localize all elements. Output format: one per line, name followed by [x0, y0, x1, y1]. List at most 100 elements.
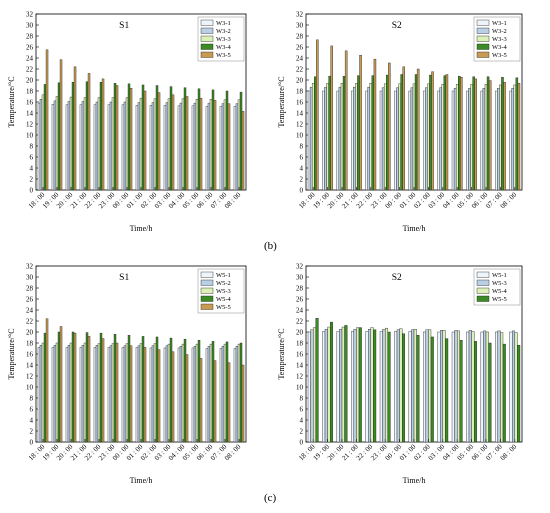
bar: [468, 330, 472, 443]
bar: [437, 331, 441, 443]
bar: [451, 331, 455, 443]
bar: [169, 337, 173, 443]
bar: [427, 83, 430, 191]
bar: [199, 358, 203, 443]
bar: [41, 342, 45, 443]
y-tick-label: 24: [26, 307, 34, 315]
bar: [358, 327, 362, 443]
bar: [155, 336, 159, 443]
bar: [177, 347, 181, 443]
bar: [97, 97, 101, 191]
bar: [53, 100, 57, 191]
y-axis-label: Temperature/°C: [7, 328, 16, 379]
bar: [339, 329, 343, 443]
bar: [483, 330, 487, 443]
bar: [177, 105, 181, 191]
bar: [484, 84, 488, 191]
legend-label: W3-4: [492, 44, 508, 51]
bar: [183, 87, 187, 191]
bar: [342, 75, 346, 191]
bar: [310, 329, 314, 443]
bar: [408, 331, 412, 443]
bar: [241, 111, 245, 191]
bar: [455, 84, 459, 191]
y-tick-label: 24: [296, 307, 304, 315]
bar: [396, 87, 399, 191]
bar: [329, 321, 333, 443]
legend-label: W5-4: [216, 296, 232, 303]
bar: [223, 343, 227, 443]
y-tick-label: 30: [26, 274, 34, 282]
bar: [221, 346, 225, 443]
bar: [351, 90, 354, 191]
x-axis-label: Time/h: [403, 224, 426, 233]
bar: [486, 76, 490, 191]
bar: [509, 331, 513, 443]
bar: [482, 88, 486, 191]
bar: [115, 342, 119, 443]
bar: [408, 90, 412, 191]
bar: [357, 75, 360, 191]
bar: [442, 330, 446, 443]
bar: [453, 88, 457, 191]
bar: [428, 329, 432, 443]
bar: [394, 331, 398, 443]
bar: [39, 345, 43, 443]
bar: [41, 94, 45, 191]
bar: [396, 329, 400, 443]
y-tick-label: 20: [296, 77, 304, 85]
bar: [213, 100, 217, 191]
bar: [237, 343, 241, 443]
y-tick-label: 12: [296, 121, 304, 129]
legend-swatch: [476, 295, 490, 302]
bar: [439, 87, 442, 191]
bar: [99, 81, 103, 191]
bar: [239, 91, 243, 191]
y-tick-label: 6: [300, 154, 304, 162]
bar: [205, 348, 209, 443]
y-tick-label: 22: [26, 318, 34, 326]
bar: [107, 347, 111, 443]
bar: [69, 342, 73, 443]
bar: [480, 331, 484, 443]
y-tick-label: 16: [296, 351, 304, 359]
bar: [399, 328, 403, 443]
bar: [195, 343, 199, 443]
bar: [387, 331, 391, 443]
bar: [213, 360, 217, 443]
bar: [336, 90, 340, 191]
panel-label-b: (b): [264, 240, 277, 252]
bar: [495, 331, 499, 443]
bar: [109, 345, 113, 443]
legend-swatch: [476, 51, 490, 58]
y-tick-label: 4: [30, 417, 34, 425]
bar: [466, 90, 469, 191]
y-axis-label: Temperature/°C: [277, 76, 286, 127]
bar: [181, 98, 185, 191]
legend-swatch: [476, 19, 490, 26]
legend-swatch: [200, 51, 214, 58]
legend-label: W3-4: [216, 44, 232, 51]
bar: [370, 327, 374, 443]
bar: [497, 330, 501, 443]
bar: [93, 104, 97, 191]
bar: [113, 334, 117, 443]
y-tick-label: 18: [26, 88, 34, 96]
y-tick-label: 2: [300, 176, 304, 184]
bar: [365, 90, 368, 191]
bar: [185, 354, 189, 443]
chart-b-S1: 02468101214161820222426283032Temperature…: [7, 11, 247, 233]
bar: [171, 94, 175, 191]
bar: [471, 331, 475, 443]
bar: [307, 90, 311, 191]
bar: [233, 348, 237, 443]
bar: [115, 85, 119, 191]
y-tick-label: 18: [296, 88, 304, 96]
bar: [454, 330, 458, 443]
chart-c-S2: 02468101214161820222426283032Temperature…: [277, 263, 523, 485]
bar: [373, 329, 377, 443]
bar: [441, 84, 445, 191]
y-tick-label: 14: [26, 362, 34, 370]
bar: [111, 97, 115, 191]
